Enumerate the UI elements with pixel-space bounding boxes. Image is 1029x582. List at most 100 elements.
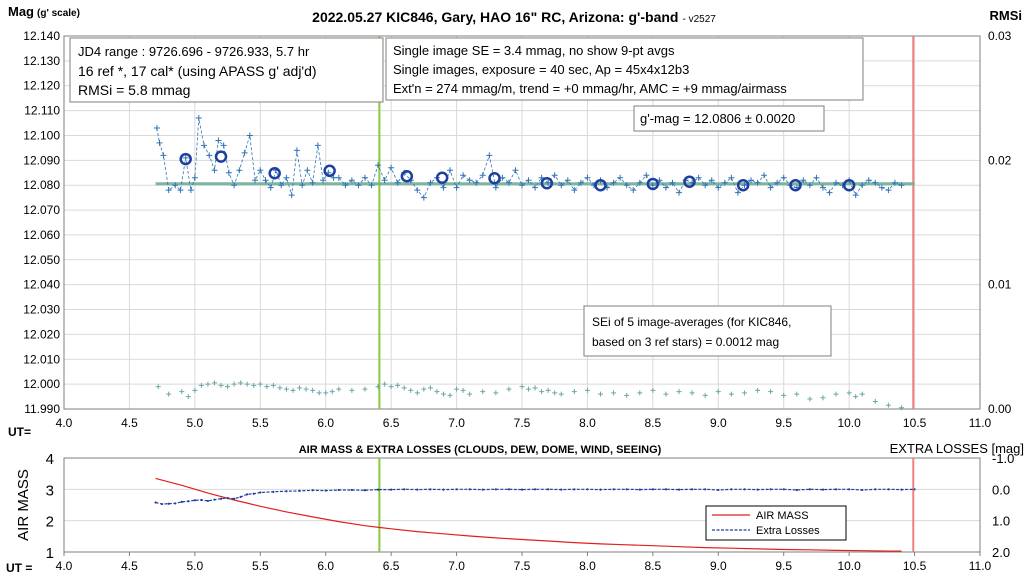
image-average-point <box>214 150 228 163</box>
top-y-tick-label: 12.060 <box>23 228 60 242</box>
info-left-line: 16 ref *, 17 cal* (using APASS g' adj'd) <box>78 63 317 79</box>
single-image-point <box>891 179 898 186</box>
top-y-tick-label: 12.020 <box>23 327 60 341</box>
rmsi-point <box>526 386 532 392</box>
single-image-point <box>320 177 327 184</box>
bottom-x-tick-label: 7.5 <box>514 559 531 573</box>
rmsi-point <box>414 390 420 396</box>
top-plot-frame <box>63 35 981 410</box>
single-image-point <box>394 179 401 186</box>
bottom-chart-title: AIR MASS & EXTRA LOSSES (CLOUDS, DEW, DO… <box>299 444 662 456</box>
rmsi-point <box>290 387 296 393</box>
single-image-point <box>187 187 194 194</box>
single-image-point <box>293 147 300 154</box>
single-image-point <box>761 172 768 179</box>
single-image-point <box>728 174 735 181</box>
extra-losses-point <box>795 488 798 492</box>
bottom-plot-frame <box>63 457 981 553</box>
single-image-point <box>695 174 702 181</box>
top-x-tick-label: 4.5 <box>121 416 138 430</box>
bottom-y-axis-label: AIR MASS <box>15 469 32 541</box>
bottom-y2-tick-label: 1.0 <box>992 514 1010 529</box>
single-image-point <box>532 184 539 191</box>
extra-losses-point <box>429 488 432 491</box>
single-image-point <box>571 187 578 194</box>
rmsi-point <box>663 391 669 397</box>
extra-losses-point <box>481 488 484 491</box>
rmsi-point <box>408 387 414 393</box>
extra-losses-point <box>520 488 524 491</box>
bottom-x-tick-label: 11.0 <box>969 559 992 573</box>
extra-losses-point <box>167 502 170 505</box>
top-x-tick-label: 10.0 <box>837 416 861 430</box>
rmsi-point <box>395 382 401 388</box>
image-average-point <box>435 171 449 184</box>
extra-losses-point <box>455 488 458 491</box>
top-x-tick-label: 8.0 <box>579 416 596 430</box>
extra-losses-point <box>507 488 511 491</box>
single-image-point <box>610 179 617 186</box>
extra-losses-point <box>691 488 694 491</box>
gmag-label: g'-mag = 12.0806 ± 0.0020 <box>640 111 795 126</box>
top-x-axis-label: UT= <box>8 425 31 439</box>
single-image-point <box>335 174 342 181</box>
single-image-point <box>859 182 866 189</box>
extra-losses-point <box>651 488 654 491</box>
image-average-point <box>646 177 660 191</box>
rmsi-point <box>624 392 630 398</box>
bottom-legend-box <box>705 505 847 541</box>
top-y-tick-label: 12.090 <box>23 153 60 167</box>
single-image-point <box>558 182 565 189</box>
rmsi-point <box>316 390 322 396</box>
single-image-point <box>780 174 787 181</box>
rmsi-point <box>794 391 800 397</box>
image-average-point <box>400 169 414 183</box>
top-x-tick-label: 9.0 <box>710 416 727 430</box>
single-image-point <box>299 182 306 189</box>
extra-losses-point <box>769 488 772 491</box>
rmsi-point <box>506 386 512 392</box>
image-average-point <box>323 164 336 178</box>
single-image-point <box>473 179 480 186</box>
extra-losses-point <box>900 488 903 491</box>
bottom-y2-tick-label: 2.0 <box>992 545 1010 560</box>
single-image-point <box>288 192 295 199</box>
rmsi-point <box>382 381 388 387</box>
top-y-tick-label: 12.070 <box>23 203 60 217</box>
top-x-tick-label: 6.5 <box>383 416 400 430</box>
single-image-point <box>440 184 447 191</box>
rmsi-point <box>349 387 355 393</box>
rmsi-point <box>820 395 826 401</box>
extra-losses-point <box>403 488 406 491</box>
single-image-point <box>721 179 728 186</box>
extra-losses-line <box>155 488 915 505</box>
rmsi-point <box>728 391 734 397</box>
top-x-tick-label: 6.0 <box>317 416 334 430</box>
rmsi-point <box>558 391 564 397</box>
single-image-point <box>172 182 179 189</box>
single-image-point <box>153 125 160 132</box>
single-image-point <box>538 174 545 181</box>
single-image-point <box>156 139 163 146</box>
top-y-tick-label: 12.100 <box>23 128 60 142</box>
single-image-point <box>630 187 637 194</box>
single-image-point <box>806 182 813 189</box>
single-image-point <box>460 172 467 179</box>
rmsi-point <box>545 387 551 393</box>
top-y-tick-label: 11.990 <box>24 402 60 416</box>
extra-losses-point <box>154 501 157 504</box>
rmsi-point <box>244 381 250 387</box>
rmsi-point <box>440 391 446 397</box>
image-average-point <box>540 176 554 190</box>
bottom-x-tick-label: 6.0 <box>317 559 334 573</box>
rmsi-point <box>297 385 303 391</box>
image-average-point <box>268 167 281 180</box>
rmsi-point <box>323 390 329 396</box>
top-y-tick-label: 12.120 <box>23 79 60 93</box>
extra-losses-point <box>311 489 314 492</box>
image-average-point <box>594 178 607 192</box>
extra-losses-point <box>213 498 216 501</box>
rmsi-point <box>741 390 747 396</box>
